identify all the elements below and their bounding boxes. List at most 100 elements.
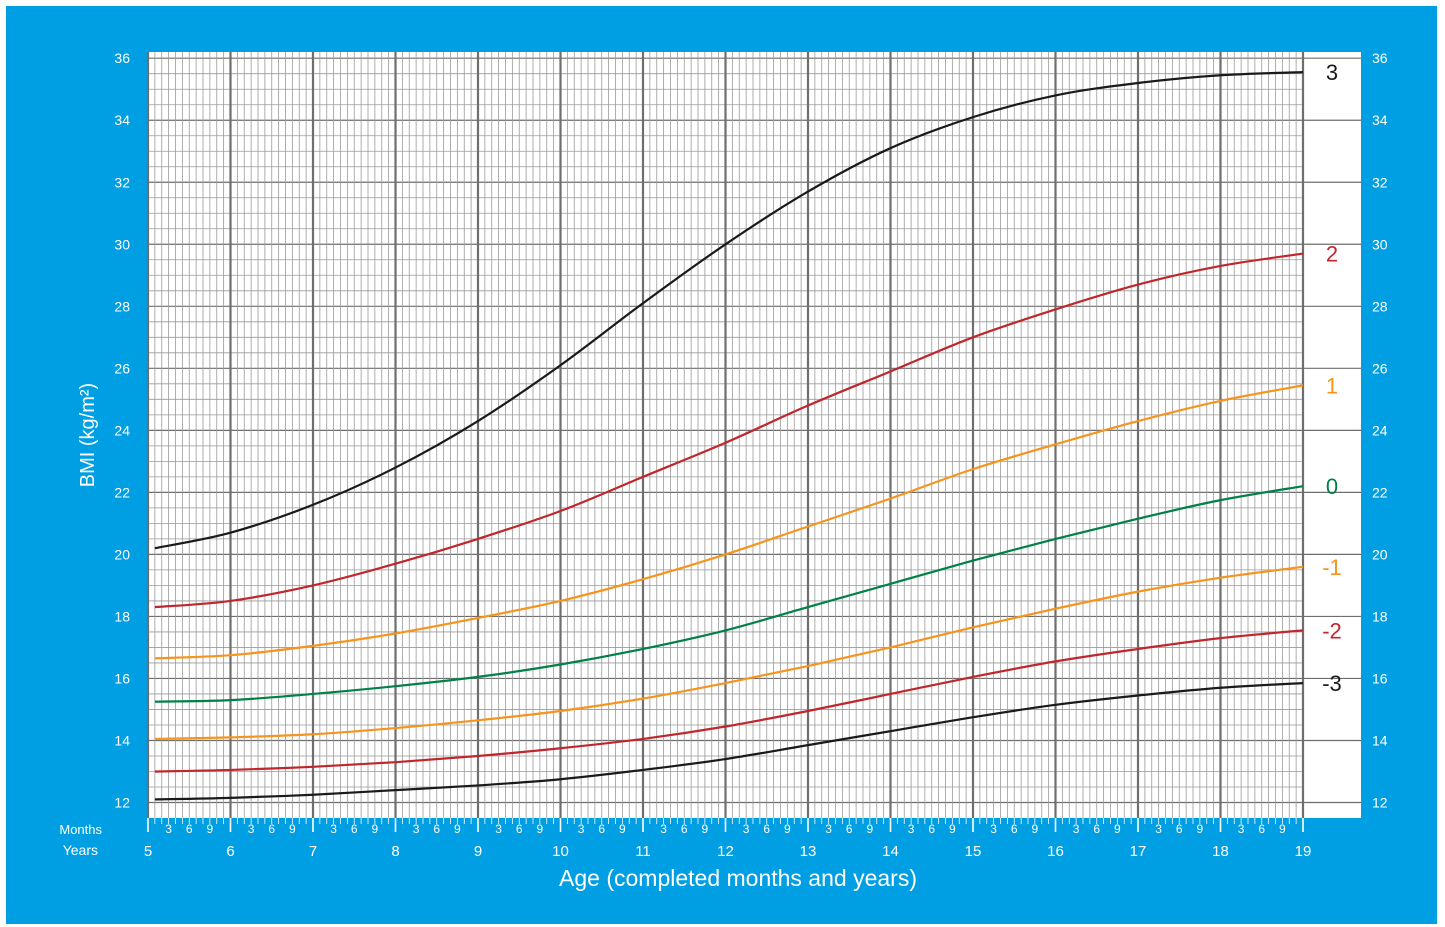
y-tick-label-right: 20: [1372, 546, 1388, 562]
month-tick-label: 9: [867, 822, 874, 836]
month-tick-label: 3: [1155, 822, 1162, 836]
y-tick-label-right: 34: [1372, 112, 1388, 128]
month-tick-label: 3: [1073, 822, 1080, 836]
series-line-4: [154, 565, 1304, 741]
series-end-label: -3: [1322, 671, 1342, 696]
month-tick-label: 9: [372, 822, 379, 836]
y-axis-label: BMI (kg/m²): [77, 383, 99, 487]
y-tick-label-right: 32: [1372, 174, 1388, 190]
series-lines: [154, 71, 1304, 801]
y-tick-label: 16: [114, 670, 130, 686]
y-tick-label-right: 24: [1372, 422, 1388, 438]
y-tick-label-right: 26: [1372, 360, 1388, 376]
month-tick-label: 9: [1032, 822, 1039, 836]
y-tick-label-right: 28: [1372, 298, 1388, 314]
month-tick-label: 3: [495, 822, 502, 836]
x-tick-label: 19: [1295, 843, 1312, 860]
month-tick-label: 6: [928, 822, 935, 836]
y-tick-label-right: 36: [1372, 50, 1388, 66]
month-tick-label: 9: [619, 822, 626, 836]
series-end-label: 2: [1326, 242, 1338, 267]
y-tick-label: 24: [114, 422, 130, 438]
series-line-3: [154, 485, 1304, 703]
series-end-label: 0: [1326, 474, 1338, 499]
x-tick-label: 18: [1212, 843, 1229, 860]
y-tick-label: 14: [114, 732, 130, 748]
x-tick-label: 12: [717, 843, 734, 860]
y-tick-label-right: 30: [1372, 236, 1388, 252]
y-tick-label-right: 18: [1372, 608, 1388, 624]
series-line-6: [154, 682, 1304, 801]
month-tick-label: 6: [186, 822, 193, 836]
month-tick-label: 6: [681, 822, 688, 836]
month-tick-label: 3: [248, 822, 255, 836]
month-tick-label: 6: [1093, 822, 1100, 836]
y-tick-label-right: 16: [1372, 670, 1388, 686]
x-tick-label: 10: [552, 843, 569, 860]
series-line-2: [154, 384, 1304, 660]
month-tick-label: 3: [908, 822, 915, 836]
month-tick-label: 9: [1279, 822, 1286, 836]
month-tick-label: 9: [702, 822, 709, 836]
y-tick-label: 12: [114, 794, 130, 810]
series-end-label: 1: [1326, 373, 1338, 398]
y-tick-label-right: 12: [1372, 794, 1388, 810]
month-tick-label: 9: [537, 822, 544, 836]
x-tick-label: 17: [1130, 843, 1147, 860]
x-tick-label: 11: [635, 843, 651, 860]
x-axis-label: Age (completed months and years): [559, 865, 917, 891]
x-tick-label: 9: [474, 843, 482, 860]
month-tick-label: 9: [1197, 822, 1204, 836]
y-tick-label: 26: [114, 360, 130, 376]
month-tick-label: 6: [268, 822, 275, 836]
month-tick-label: 3: [660, 822, 667, 836]
x-tick-label: 7: [309, 843, 317, 860]
month-tick-label: 3: [413, 822, 420, 836]
month-tick-label: 6: [516, 822, 523, 836]
x-tick-label: 14: [882, 843, 899, 860]
y-tick-label-right: 22: [1372, 484, 1388, 500]
years-row-label: Years: [63, 842, 98, 858]
y-tick-label-right: 14: [1372, 732, 1388, 748]
month-tick-label: 9: [454, 822, 461, 836]
month-tick-label: 9: [207, 822, 214, 836]
x-tick-label: 13: [800, 843, 817, 860]
series-line-5: [154, 629, 1304, 773]
y-tick-label: 36: [114, 50, 130, 66]
month-tick-label: 9: [949, 822, 956, 836]
month-tick-label: 3: [330, 822, 337, 836]
month-tick-label: 6: [598, 822, 605, 836]
x-tick-label: 8: [391, 843, 399, 860]
month-tick-label: 3: [743, 822, 750, 836]
month-tick-label: 9: [784, 822, 791, 836]
month-tick-label: 6: [1176, 822, 1183, 836]
series-end-label: -1: [1322, 555, 1342, 580]
y-tick-label: 30: [114, 236, 130, 252]
month-tick-label: 3: [165, 822, 172, 836]
y-tick-label: 32: [114, 174, 130, 190]
month-tick-label: 6: [351, 822, 358, 836]
months-row-label: Months: [59, 822, 102, 837]
series-end-label: -2: [1322, 618, 1342, 643]
month-tick-label: 3: [578, 822, 585, 836]
month-tick-label: 3: [825, 822, 832, 836]
month-tick-label: 9: [1114, 822, 1121, 836]
series-end-label: 3: [1326, 60, 1338, 85]
month-tick-label: 9: [289, 822, 296, 836]
series-end-labels: 3 2 1 0 -1 -2 -3: [1322, 60, 1342, 696]
series-line-0: [154, 71, 1304, 550]
month-tick-label: 3: [990, 822, 997, 836]
series-line-1: [154, 252, 1304, 609]
month-tick-label: 6: [846, 822, 853, 836]
y-tick-label: 34: [114, 112, 130, 128]
month-tick-label: 6: [433, 822, 440, 836]
month-tick-label: 6: [1258, 822, 1265, 836]
x-tick-label: 6: [226, 843, 234, 860]
month-tick-label: 6: [763, 822, 770, 836]
x-tick-label: 5: [144, 843, 152, 860]
x-tick-label: 16: [1047, 843, 1064, 860]
month-tick-label: 3: [1238, 822, 1245, 836]
